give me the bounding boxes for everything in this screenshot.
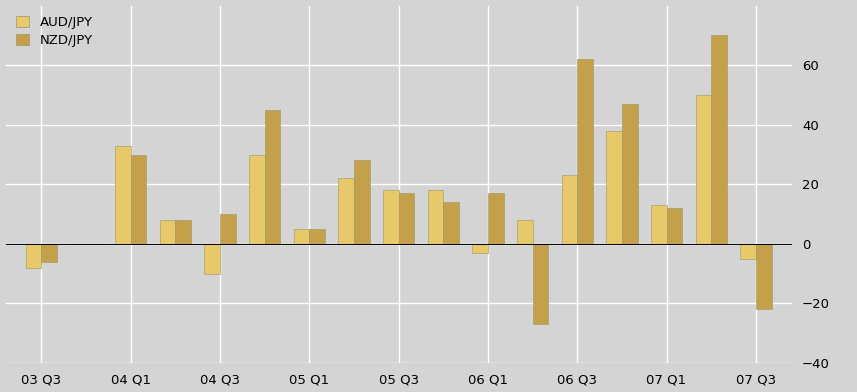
Bar xyxy=(176,220,191,244)
Bar xyxy=(578,59,593,244)
Bar xyxy=(354,160,369,244)
Bar xyxy=(651,205,667,244)
Bar xyxy=(472,244,488,253)
Bar xyxy=(606,131,622,244)
Bar xyxy=(115,145,130,244)
Bar xyxy=(249,154,265,244)
Bar xyxy=(265,110,280,244)
Bar xyxy=(711,35,727,244)
Bar xyxy=(622,104,638,244)
Bar xyxy=(740,244,756,259)
Bar xyxy=(532,244,548,324)
Bar xyxy=(26,244,41,268)
Bar xyxy=(220,214,236,244)
Bar xyxy=(130,154,147,244)
Bar xyxy=(517,220,532,244)
Bar xyxy=(399,193,414,244)
Bar xyxy=(294,229,309,244)
Bar xyxy=(443,202,458,244)
Bar xyxy=(696,95,711,244)
Bar xyxy=(488,193,504,244)
Bar xyxy=(204,244,220,274)
Bar xyxy=(41,244,57,262)
Bar xyxy=(339,178,354,244)
Bar xyxy=(756,244,771,309)
Bar xyxy=(383,190,399,244)
Bar xyxy=(309,229,325,244)
Bar xyxy=(561,175,578,244)
Bar xyxy=(667,208,682,244)
Bar xyxy=(428,190,443,244)
Bar xyxy=(159,220,176,244)
Legend: AUD/JPY, NZD/JPY: AUD/JPY, NZD/JPY xyxy=(12,12,97,51)
